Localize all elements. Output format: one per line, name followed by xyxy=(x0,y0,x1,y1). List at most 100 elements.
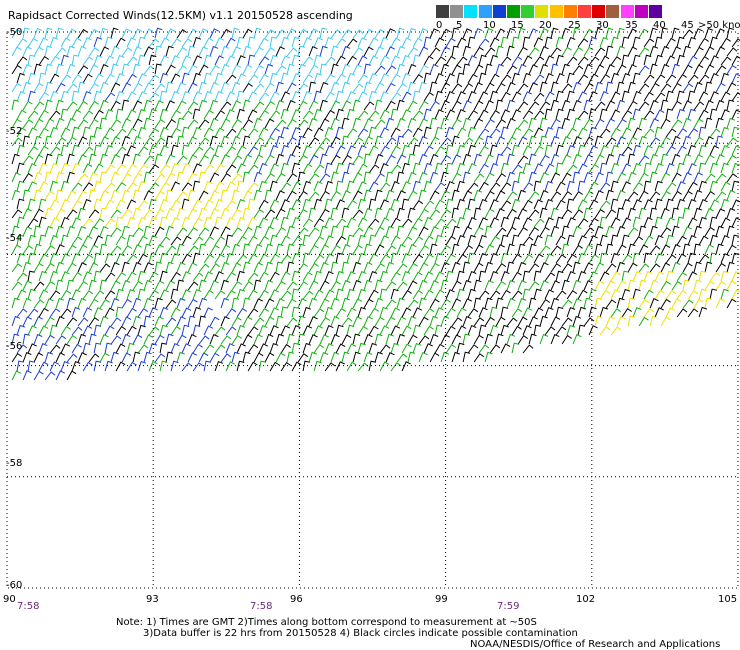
wind-barb xyxy=(456,342,465,354)
wind-barb xyxy=(110,118,122,129)
wind-barb xyxy=(610,308,622,318)
wind-barb xyxy=(55,27,64,39)
wind-barb xyxy=(170,343,180,354)
wind-barb xyxy=(330,225,339,237)
wind-barb xyxy=(247,289,258,300)
wind-barb xyxy=(275,226,286,237)
wind-barb xyxy=(484,63,493,75)
wind-barb xyxy=(533,235,543,246)
wind-barb xyxy=(280,254,292,264)
wind-barb xyxy=(500,109,511,120)
wind-barb xyxy=(308,28,319,39)
wind-barb xyxy=(588,288,597,300)
wind-barb xyxy=(220,316,230,327)
wind-barb xyxy=(676,90,685,102)
wind-barb xyxy=(198,352,209,363)
wind-barb xyxy=(671,225,680,237)
wind-barb xyxy=(269,234,278,246)
wind-barb xyxy=(379,235,389,246)
wind-barb xyxy=(236,324,246,336)
wind-barb xyxy=(385,65,397,75)
wind-barb xyxy=(38,109,49,120)
wind-barb xyxy=(93,218,105,228)
wind-barb xyxy=(715,28,725,39)
wind-barb xyxy=(511,127,522,138)
wind-barb xyxy=(269,199,280,210)
wind-barb xyxy=(456,144,466,156)
wind-barb xyxy=(313,343,324,354)
wind-barb xyxy=(682,243,691,255)
wind-barb xyxy=(297,171,306,183)
wind-barb xyxy=(654,235,664,246)
wind-barb xyxy=(467,288,476,300)
wind-barb xyxy=(715,117,724,129)
wind-barb xyxy=(16,180,25,192)
wind-barb xyxy=(27,127,38,138)
wind-barb xyxy=(319,137,331,147)
wind-barb xyxy=(27,288,36,300)
wind-barb xyxy=(357,163,368,174)
wind-barb xyxy=(720,198,730,210)
wind-barb xyxy=(577,74,589,84)
wind-barb xyxy=(599,182,611,192)
wind-barb xyxy=(66,45,75,57)
wind-barb xyxy=(379,182,391,192)
wind-barb xyxy=(49,324,58,336)
wind-barb xyxy=(159,181,170,192)
wind-barb xyxy=(330,190,341,201)
wind-barb xyxy=(484,172,495,183)
wind-barb xyxy=(242,351,251,363)
wind-barb xyxy=(231,173,243,183)
wind-barb xyxy=(16,72,25,84)
wind-barb xyxy=(363,226,374,237)
wind-barb xyxy=(22,155,34,165)
wind-barb xyxy=(308,316,318,327)
wind-barb xyxy=(616,261,625,273)
wind-barb xyxy=(280,55,291,66)
wind-barb xyxy=(115,216,123,228)
wind-barb xyxy=(49,163,59,174)
wind-barb xyxy=(368,234,377,246)
wind-barb xyxy=(253,117,263,129)
wind-barb xyxy=(49,344,61,354)
wind-barb xyxy=(71,109,82,120)
wind-barb xyxy=(291,342,300,354)
wind-barb xyxy=(544,163,555,174)
wind-barb xyxy=(456,72,465,84)
wind-barb xyxy=(324,56,336,66)
wind-barb xyxy=(368,307,379,318)
wind-barb xyxy=(632,235,644,246)
wind-barb xyxy=(220,208,230,219)
wind-barb xyxy=(528,316,538,327)
wind-barb xyxy=(660,262,671,273)
wind-barb xyxy=(38,55,49,66)
wind-barb xyxy=(66,209,78,219)
wind-barb xyxy=(473,226,484,237)
wind-barb xyxy=(93,180,102,192)
wind-barb xyxy=(462,137,474,147)
wind-barb xyxy=(511,198,521,210)
wind-barb xyxy=(280,182,292,192)
wind-barb xyxy=(66,262,77,273)
wind-barb xyxy=(698,180,707,192)
wind-barb xyxy=(104,182,116,192)
wind-barb xyxy=(121,118,132,129)
wind-barb xyxy=(506,317,518,327)
wind-barb xyxy=(566,271,576,282)
wind-barb xyxy=(654,271,665,282)
wind-barb xyxy=(577,270,587,282)
wind-barb xyxy=(143,279,153,291)
wind-barb xyxy=(583,136,594,147)
wind-barb xyxy=(126,288,136,300)
wind-barb xyxy=(258,217,269,228)
wind-barb xyxy=(335,108,344,120)
wind-barb xyxy=(269,127,280,138)
wind-barb xyxy=(456,37,467,48)
wind-barb xyxy=(643,74,655,84)
wind-barb xyxy=(352,47,364,57)
wind-barb xyxy=(632,199,642,210)
wind-barb xyxy=(451,207,460,219)
wind-barb xyxy=(187,262,198,273)
wind-barb xyxy=(418,245,429,255)
wind-barb xyxy=(247,74,259,84)
